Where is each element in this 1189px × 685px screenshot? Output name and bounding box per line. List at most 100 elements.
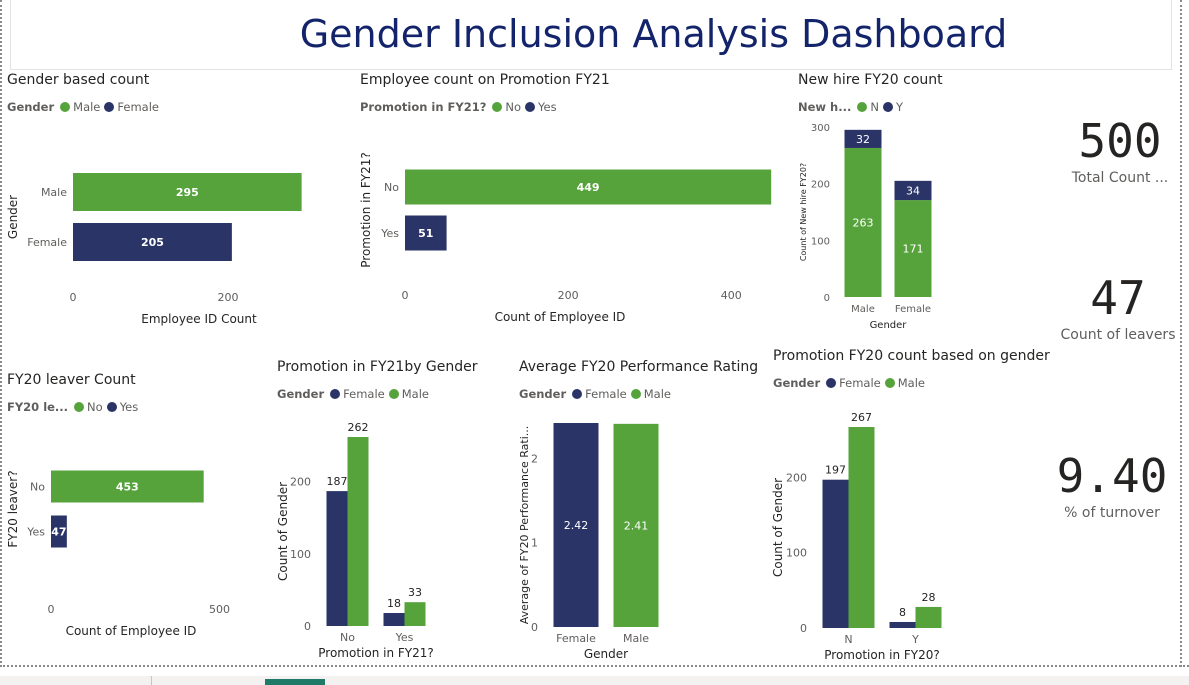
fy20-leaver-visual[interactable]: FY20 leaver Count FY20 le... No Yes No 453 Y…	[6, 372, 262, 662]
legend-item[interactable]: Female	[585, 387, 627, 401]
category-tick-label: N	[844, 633, 852, 646]
legend-item[interactable]: Female	[839, 376, 881, 390]
category-tick-label: Male	[41, 186, 67, 199]
promotion-fy20-gender-visual[interactable]: Promotion FY20 count based on gender Gen…	[771, 348, 1053, 664]
report-canvas-border-right	[1180, 0, 1182, 667]
bar-no	[405, 169, 772, 205]
legend-item[interactable]: Male	[401, 387, 429, 401]
legend-title: Gender	[519, 387, 567, 401]
legend-item[interactable]: Y	[895, 100, 903, 114]
legend-item[interactable]: Male	[897, 376, 925, 390]
x-tick-label: 0	[70, 291, 77, 304]
category-tick-label: Female	[556, 632, 596, 645]
x-axis-label: Gender	[870, 320, 908, 331]
legend-item[interactable]: Female	[117, 100, 159, 114]
y-axis-label: Count of Gender	[276, 482, 290, 581]
y-tick-label: 1	[531, 537, 538, 550]
data-label: 263	[853, 216, 874, 229]
data-label: 267	[851, 411, 872, 424]
gender-count-legend: Gender Male Female	[7, 100, 163, 114]
x-tick-label: 200	[218, 291, 239, 304]
data-label: 187	[327, 475, 348, 488]
legend-title: New h...	[798, 100, 852, 114]
data-label: 32	[856, 133, 870, 146]
bar-no-male	[347, 437, 369, 626]
data-label: 262	[348, 421, 369, 434]
legend-item[interactable]: Male	[643, 387, 671, 401]
gender-count-chart: Male 295 Female 205 0 200 Employee ID Count Gen…	[6, 173, 302, 326]
dashboard-title: Gender Inclusion Analysis Dashboard	[299, 12, 1008, 56]
legend-dot-icon	[826, 378, 837, 388]
gender-count-visual[interactable]: Gender based count Gender Male Female Male…	[6, 72, 337, 347]
y-axis-label: Average of FY20 Performance Rati...	[518, 426, 531, 625]
bar-no-female	[326, 491, 348, 626]
promotion-fy20-gender-chart: 0 100 200 197 267 N 8 28 Y Promotion in FY20? Coun…	[771, 411, 942, 662]
total-count-label: Total Count ...	[1071, 170, 1169, 186]
category-tick-label: Y	[911, 633, 919, 646]
y-axis-label: Count of New hire FY20?	[799, 163, 808, 261]
legend-dot-icon	[882, 102, 893, 112]
bar-female	[73, 223, 232, 261]
bar-male	[73, 173, 302, 211]
avg-performance-title: Average FY20 Performance Rating	[519, 359, 759, 375]
promotion-fy21-visual[interactable]: Employee count on Promotion FY21 Promoti…	[359, 72, 780, 347]
avg-performance-chart: 0 1 2 2.42 Female 2.41 Male Gender Average of FY…	[518, 423, 659, 661]
turnover-value: 9.40	[1056, 449, 1168, 503]
avg-performance-legend: Gender Female Male	[519, 387, 675, 401]
legend-item[interactable]: Female	[343, 387, 385, 401]
x-axis-label: Count of Employee ID	[495, 310, 626, 324]
category-tick-label: Female	[895, 304, 931, 315]
y-tick-label: 0	[531, 621, 538, 634]
legend-dot-icon	[104, 102, 115, 112]
y-tick-label: 100	[786, 547, 807, 560]
data-label: 197	[825, 464, 846, 477]
bar-female-y	[894, 180, 932, 201]
legend-item[interactable]: No	[87, 400, 103, 414]
data-label: 33	[408, 586, 422, 599]
legend-dot-icon	[106, 402, 117, 412]
data-label: 449	[577, 181, 600, 194]
promotion-fy21-legend: Promotion in FY21? No Yes	[360, 100, 561, 114]
data-label: 34	[906, 184, 920, 197]
data-label: 295	[176, 186, 199, 199]
total-count-card[interactable]: 500 Total Count ...	[1062, 118, 1178, 186]
data-label: 2.42	[564, 519, 589, 532]
y-tick-label: 0	[824, 293, 830, 304]
bar-y-female	[889, 621, 916, 628]
active-page-tab[interactable]	[265, 679, 325, 685]
legend-item[interactable]: N	[870, 100, 879, 114]
bar-y-male	[915, 606, 942, 628]
fy20-leaver-chart: No 453 Yes 47 0 500 Count of Employee ID FY20 l…	[6, 470, 230, 638]
promotion-fy21-gender-title: Promotion in FY21by Gender	[277, 359, 478, 375]
y-axis-label: Promotion in FY21?	[359, 152, 373, 268]
category-tick-label: Yes	[26, 526, 45, 539]
turnover-card[interactable]: 9.40 % of turnover	[1052, 453, 1172, 521]
page-tabs-bar	[0, 676, 1189, 685]
legend-dot-icon	[884, 378, 895, 388]
x-axis-label: Gender	[584, 647, 628, 661]
y-tick-label: 0	[800, 622, 807, 635]
category-tick-label: Yes	[380, 227, 399, 240]
legend-item[interactable]: Male	[73, 100, 101, 114]
gender-count-title: Gender based count	[7, 72, 150, 88]
data-label: 171	[903, 243, 924, 256]
bar-yes	[405, 215, 447, 251]
bar-no	[51, 470, 204, 503]
legend-item[interactable]: No	[505, 100, 522, 114]
promotion-fy21-title: Employee count on Promotion FY21	[360, 72, 610, 88]
leavers-card[interactable]: 47 Count of leavers	[1058, 275, 1178, 343]
promotion-fy21-gender-visual[interactable]: Promotion in FY21by Gender Gender Female M…	[276, 359, 507, 664]
legend-item[interactable]: Yes	[538, 100, 557, 114]
page-tabs-divider	[151, 676, 152, 685]
avg-performance-visual[interactable]: Average FY20 Performance Rating Gender Fe…	[518, 359, 764, 664]
data-label: 2.41	[624, 519, 649, 532]
y-tick-label: 2	[531, 452, 538, 465]
legend-item[interactable]: Yes	[119, 400, 139, 414]
leavers-label: Count of leavers	[1060, 327, 1176, 343]
legend-dot-icon	[857, 102, 868, 112]
legend-title: Promotion in FY21?	[360, 100, 487, 114]
leavers-value: 47	[1090, 271, 1146, 325]
y-tick-label: 300	[811, 123, 830, 134]
bar-male	[613, 423, 659, 627]
new-hire-fy20-visual[interactable]: New hire FY20 count New h... N Y 0 100 200 30…	[798, 72, 998, 347]
